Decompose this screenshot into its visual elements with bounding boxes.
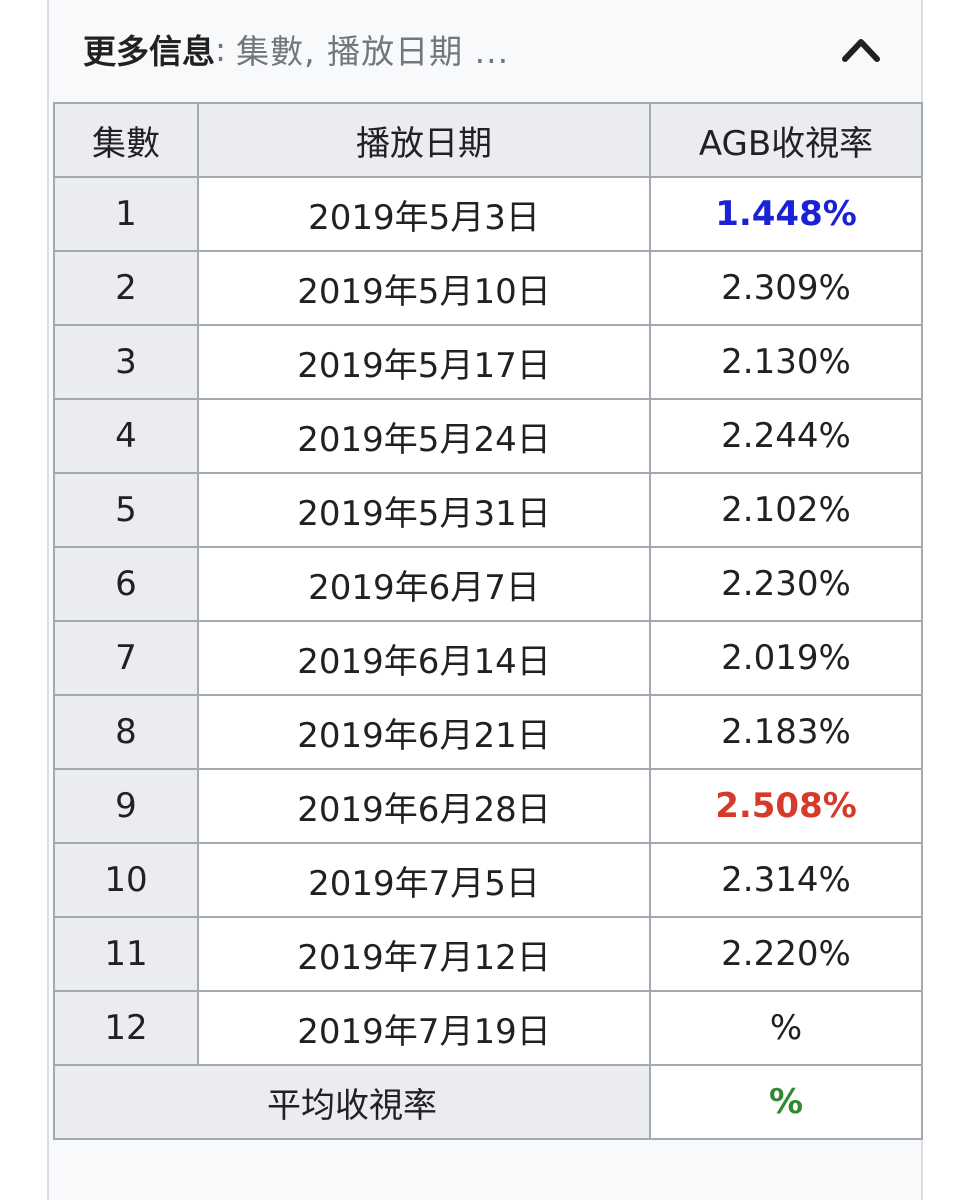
date-cell: 2019年6月28日	[197, 768, 651, 844]
rating-cell: 2.220%	[649, 916, 923, 992]
episode-cell: 3	[53, 324, 199, 400]
date-cell: 2019年5月10日	[197, 250, 651, 326]
table-header-row: 集數 播放日期 AGB收視率	[53, 102, 923, 178]
table-row: 2 2019年5月10日 2.309%	[53, 250, 923, 326]
chevron-up-icon[interactable]	[841, 29, 881, 69]
date-cell: 2019年5月24日	[197, 398, 651, 474]
ratings-table: 集數 播放日期 AGB收視率 1 2019年5月3日 1.448% 2 2019…	[53, 102, 923, 1140]
rating-cell: 2.244%	[649, 398, 923, 474]
date-cell: 2019年7月19日	[197, 990, 651, 1066]
table-row: 6 2019年6月7日 2.230%	[53, 546, 923, 622]
column-header-air-date: 播放日期	[197, 102, 651, 178]
header-separator: :	[215, 29, 227, 69]
table-row: 4 2019年5月24日 2.244%	[53, 398, 923, 474]
more-info-panel: 更多信息 : 集數, 播放日期 ... 集數 播放日期 AGB收視率 1 201…	[47, 0, 923, 1200]
rating-cell-lowest: 1.448%	[649, 176, 923, 252]
episode-cell: 1	[53, 176, 199, 252]
episode-cell: 6	[53, 546, 199, 622]
table-row: 8 2019年6月21日 2.183%	[53, 694, 923, 770]
episode-cell: 11	[53, 916, 199, 992]
episode-cell: 8	[53, 694, 199, 770]
rating-cell: %	[649, 990, 923, 1066]
episode-cell: 5	[53, 472, 199, 548]
column-header-rating: AGB收視率	[649, 102, 923, 178]
rating-cell: 2.102%	[649, 472, 923, 548]
rating-cell: 2.019%	[649, 620, 923, 696]
rating-cell-highest: 2.508%	[649, 768, 923, 844]
rating-cell: 2.314%	[649, 842, 923, 918]
episode-cell: 12	[53, 990, 199, 1066]
episode-cell: 10	[53, 842, 199, 918]
episode-cell: 2	[53, 250, 199, 326]
header-summary: 集數, 播放日期 ...	[236, 32, 510, 71]
table-row: 1 2019年5月3日 1.448%	[53, 176, 923, 252]
table-row: 12 2019年7月19日 %	[53, 990, 923, 1066]
date-cell: 2019年6月21日	[197, 694, 651, 770]
average-row: 平均收視率 %	[53, 1064, 923, 1140]
rating-cell: 2.309%	[649, 250, 923, 326]
rating-cell: 2.130%	[649, 324, 923, 400]
date-cell: 2019年5月17日	[197, 324, 651, 400]
column-header-episode: 集數	[53, 102, 199, 178]
episode-cell: 9	[53, 768, 199, 844]
table-row: 3 2019年5月17日 2.130%	[53, 324, 923, 400]
date-cell: 2019年7月12日	[197, 916, 651, 992]
table-row: 11 2019年7月12日 2.220%	[53, 916, 923, 992]
rating-cell: 2.230%	[649, 546, 923, 622]
table-row: 9 2019年6月28日 2.508%	[53, 768, 923, 844]
episode-cell: 4	[53, 398, 199, 474]
date-cell: 2019年5月31日	[197, 472, 651, 548]
date-cell: 2019年6月7日	[197, 546, 651, 622]
episode-cell: 7	[53, 620, 199, 696]
date-cell: 2019年6月14日	[197, 620, 651, 696]
average-rating-value: %	[649, 1064, 923, 1140]
table-row: 5 2019年5月31日 2.102%	[53, 472, 923, 548]
table-row: 10 2019年7月5日 2.314%	[53, 842, 923, 918]
rating-cell: 2.183%	[649, 694, 923, 770]
date-cell: 2019年5月3日	[197, 176, 651, 252]
header-title: 更多信息	[83, 32, 215, 71]
table-row: 7 2019年6月14日 2.019%	[53, 620, 923, 696]
average-rating-label: 平均收視率	[53, 1064, 651, 1140]
collapsible-header[interactable]: 更多信息 : 集數, 播放日期 ...	[49, 0, 921, 98]
date-cell: 2019年7月5日	[197, 842, 651, 918]
